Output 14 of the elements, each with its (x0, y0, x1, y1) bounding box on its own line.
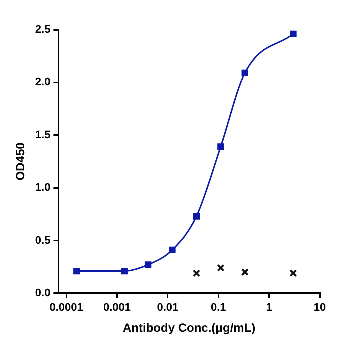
x-axis-title: Antibody Conc.(μg/mL) (123, 321, 256, 336)
y-tick-label: 2.0 (35, 76, 51, 89)
x-tick-label: 0.0001 (50, 302, 84, 314)
x-tick-label: 1 (266, 302, 272, 314)
x-tick-label: 10 (314, 302, 326, 314)
y-tick-label: 1.0 (35, 182, 51, 194)
y-tick-label: 2.5 (35, 24, 51, 36)
x-tick-label: 0.1 (210, 302, 226, 314)
y-tick-label: 0.5 (35, 234, 51, 247)
y-tick-label: 1.5 (35, 129, 51, 142)
y-axis-title: OD450 (14, 142, 28, 181)
x-tick-label: 0.001 (103, 302, 131, 314)
x-tick-label: 0.01 (157, 302, 179, 314)
y-tick-label: 0.0 (35, 287, 51, 300)
